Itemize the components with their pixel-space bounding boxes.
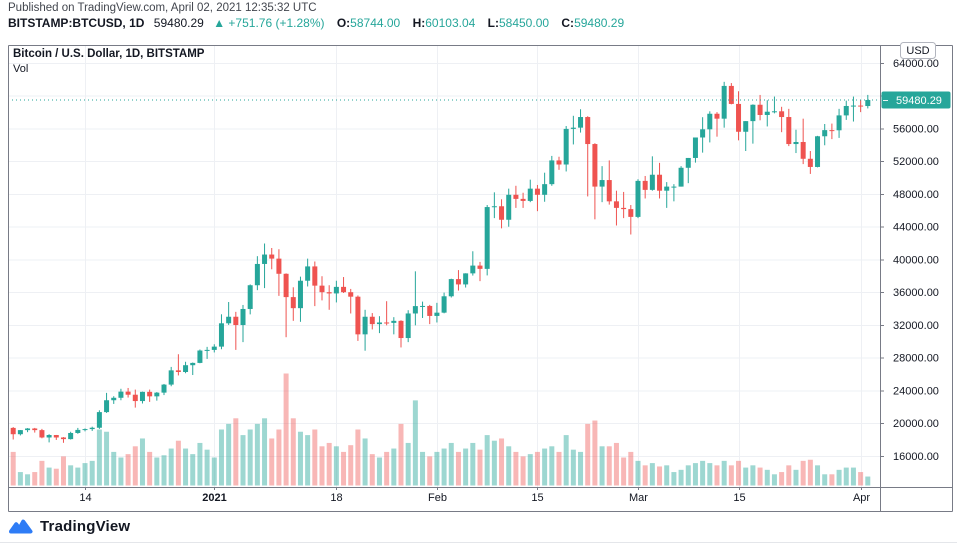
current-price-badge: 59480.29	[881, 91, 951, 109]
volume-bars-layer	[10, 373, 871, 486]
svg-text:52000.00: 52000.00	[893, 156, 939, 168]
svg-text:44000.00: 44000.00	[893, 222, 939, 234]
tradingview-logo-icon	[9, 519, 33, 534]
svg-text:18: 18	[330, 492, 342, 504]
svg-text:48000.00: 48000.00	[893, 189, 939, 201]
tradingview-branding[interactable]: TradingView	[8, 516, 130, 536]
svg-text:Apr: Apr	[853, 492, 870, 504]
chart-legend: Bitcoin / U.S. Dollar, 1D, BITSTAMP Vol	[13, 48, 204, 75]
volume-legend-label[interactable]: Vol	[13, 63, 29, 75]
svg-text:56000.00: 56000.00	[893, 123, 939, 135]
svg-text:36000.00: 36000.00	[893, 287, 939, 299]
chart-legend-title[interactable]: Bitcoin / U.S. Dollar, 1D, BITSTAMP	[13, 48, 205, 60]
ohlc-high: H:60103.04	[412, 16, 476, 30]
price-axis[interactable]: 64000.0060000.0056000.0052000.0048000.00…	[880, 58, 939, 463]
svg-text:16000.00: 16000.00	[893, 451, 939, 463]
svg-text:40000.00: 40000.00	[893, 254, 939, 266]
svg-text:24000.00: 24000.00	[893, 385, 939, 397]
ohlc-open: O:58744.00	[336, 16, 401, 30]
ohlc-low: L:58450.00	[487, 16, 550, 30]
gridlines	[8, 45, 880, 487]
symbol-name: BITSTAMP:BTCUSD, 1D	[8, 16, 145, 30]
tradingview-brand-text: TradingView	[40, 517, 131, 535]
svg-text:15: 15	[733, 492, 745, 504]
last-price: 59480.29	[153, 16, 204, 30]
candles-layer	[10, 81, 871, 443]
svg-text:64000.00: 64000.00	[893, 58, 939, 70]
svg-text:15: 15	[531, 492, 543, 504]
svg-text:USD: USD	[906, 45, 929, 57]
chart-borders	[8, 45, 953, 512]
svg-text:32000.00: 32000.00	[893, 320, 939, 332]
svg-text:14: 14	[79, 492, 91, 504]
symbol-status-line: BITSTAMP:BTCUSD, 1D 59480.29 ▲ +751.76 (…	[8, 16, 624, 30]
svg-text:59480.29: 59480.29	[896, 95, 942, 107]
time-axis[interactable]: 14 2021 18 Feb 15 Mar 15 Apr	[79, 487, 870, 504]
published-line: Published on TradingView.com, April 02, …	[8, 2, 317, 14]
svg-text:Feb: Feb	[428, 492, 447, 504]
svg-text:28000.00: 28000.00	[893, 353, 939, 365]
ohlc-close: C:59480.29	[561, 16, 625, 30]
svg-text:2021: 2021	[202, 492, 226, 504]
price-change: ▲ +751.76 (+1.28%)	[213, 16, 325, 30]
svg-text:Mar: Mar	[629, 492, 648, 504]
axis-currency-badge[interactable]: USD	[900, 42, 936, 59]
svg-text:20000.00: 20000.00	[893, 418, 939, 430]
